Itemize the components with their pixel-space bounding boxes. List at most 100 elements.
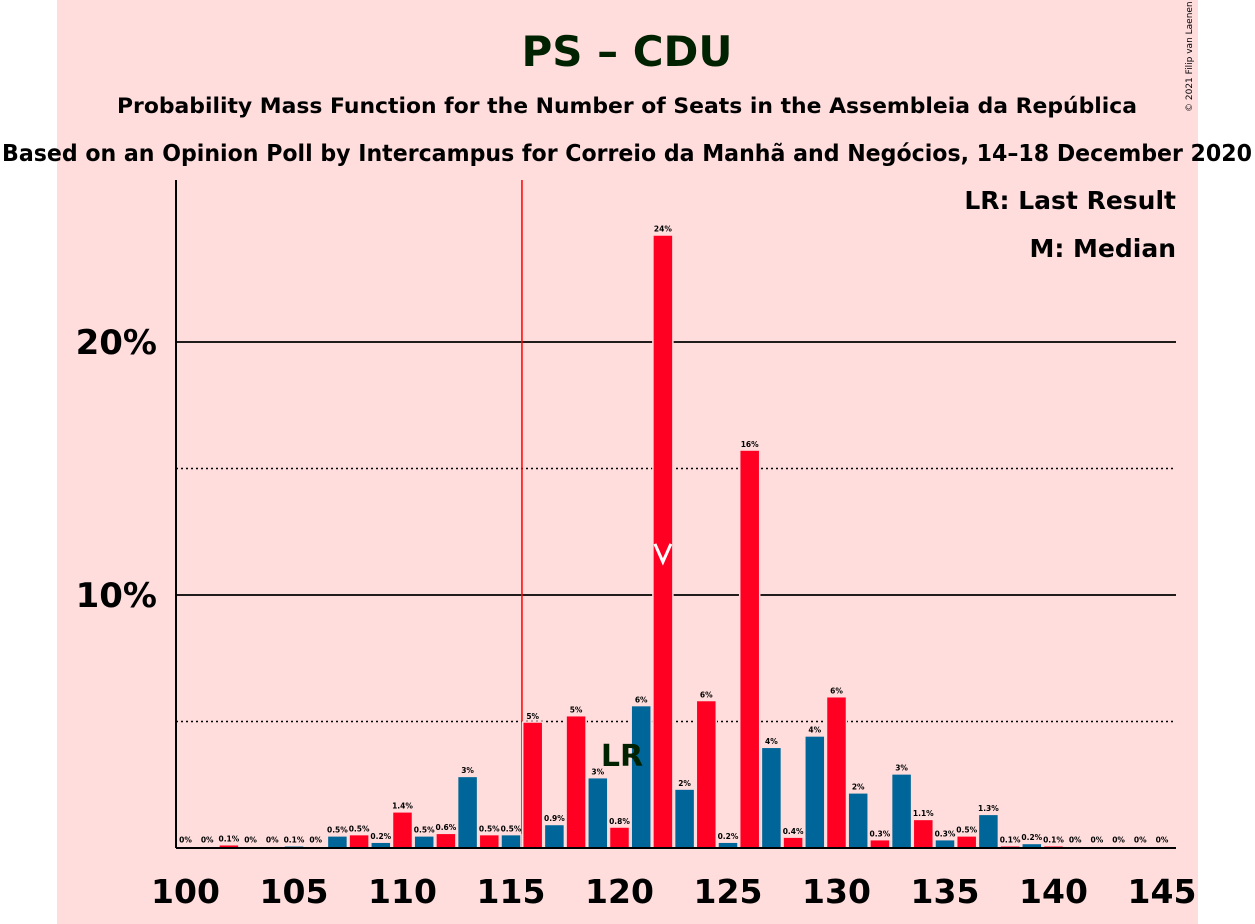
bar-value-label: 1.3% [978, 804, 999, 813]
legend-last-result: LR: Last Result [964, 186, 1176, 215]
bar-seat-119 [587, 776, 609, 850]
bar-value-label: 0% [244, 836, 257, 845]
x-tick-label: 110 [368, 872, 437, 911]
bar-value-label: 0.2% [1021, 833, 1042, 842]
bar-value-label: 0% [309, 836, 322, 845]
bar-seat-131 [847, 792, 869, 850]
median-marker [653, 543, 673, 566]
bar-value-label: 3% [895, 764, 908, 773]
bar-seat-108 [348, 833, 370, 850]
bar-seat-120 [608, 826, 631, 850]
bar-value-label: 0.1% [1000, 836, 1021, 845]
bar-value-label: 0.1% [218, 834, 239, 843]
bar-seat-122 [652, 234, 674, 850]
bar-seat-124 [695, 699, 718, 850]
bar-value-label: 2% [678, 779, 691, 788]
bar-seat-111 [413, 835, 435, 850]
chart-title: PS – CDU [521, 27, 732, 76]
chart-subtitle: Probability Mass Function for the Number… [117, 94, 1137, 118]
bar-value-label: 2% [852, 783, 865, 792]
bar-seat-113 [456, 775, 479, 850]
bar-seat-137 [977, 813, 1000, 850]
bar-seat-123 [673, 788, 696, 850]
bar-value-label: 0% [179, 836, 192, 845]
bar-seat-135 [934, 838, 956, 850]
bar-value-label: 6% [830, 686, 843, 695]
bar-value-label: 0.9% [544, 814, 565, 823]
x-tick-label: 140 [1019, 872, 1088, 911]
chart-source-line: Based on an Opinion Poll by Intercampus … [2, 141, 1252, 167]
bar-seat-134 [912, 818, 935, 850]
bar-value-label: 4% [765, 737, 778, 746]
bar-seat-127 [760, 746, 783, 850]
bar-seat-129 [804, 735, 826, 850]
bar-value-label: 5% [526, 712, 539, 721]
y-tick-label: 20% [76, 323, 157, 363]
bar-seat-132 [869, 838, 891, 850]
bar-value-label: 0% [1156, 836, 1169, 845]
bar-value-label: 0.2% [718, 832, 739, 841]
x-tick-label: 105 [260, 872, 329, 911]
axis-layer: 10% 20% 100 105 110 115 120 125 130 135 140 145 [76, 180, 1197, 911]
bar-value-label: 16% [741, 440, 759, 449]
chart-background [57, 0, 1198, 924]
bar-value-label: 0.5% [414, 826, 435, 835]
y-tick-label: 10% [76, 576, 157, 616]
bar-value-label: 0.5% [327, 826, 348, 835]
x-tick-label: 135 [911, 872, 980, 911]
bar-value-label: 0.2% [370, 832, 391, 841]
copyright-text: © 2021 Filip van Laenen [1185, 1, 1195, 112]
bar-seat-115 [500, 833, 522, 850]
bar-value-label: 5% [570, 705, 583, 714]
bar-value-label: 0% [1069, 836, 1082, 845]
bar-value-label: 0.4% [783, 827, 804, 836]
bar-value-label: 0.5% [349, 824, 370, 833]
bar-value-label: 0.1% [284, 836, 305, 845]
x-tick-label: 115 [477, 872, 546, 911]
bar-value-label: 0.3% [935, 829, 956, 838]
bar-value-label: 0.1% [1043, 836, 1064, 845]
bar-seat-116 [521, 721, 544, 850]
bar-value-label: 0.6% [435, 823, 456, 832]
bar-value-label: 0.5% [956, 826, 977, 835]
x-tick-label: 130 [802, 872, 871, 911]
bar-value-label: 0.8% [609, 817, 630, 826]
x-tick-label: 145 [1128, 872, 1197, 911]
bar-value-label: 6% [700, 690, 713, 699]
bar-seat-114 [478, 833, 501, 850]
grid-layer [176, 180, 1176, 848]
bar-value-label: 6% [635, 695, 648, 704]
bar-value-label: 4% [808, 726, 821, 735]
bar-seat-126 [738, 449, 761, 850]
bar-value-label: 3% [591, 767, 604, 776]
bar-value-label: 24% [654, 225, 672, 234]
labels-layer: 0% 0% 0.1% 0% 0% 0.1% 0%0.5% 0.5%0.2%1.4%0.5% 0.… [179, 225, 1169, 845]
bar-value-label: 0% [266, 836, 279, 845]
bar-seat-121 [630, 704, 652, 850]
bar-value-label: 0% [1091, 836, 1104, 845]
bar-seat-107 [326, 835, 349, 850]
bar-value-label: 0% [201, 836, 214, 845]
bar-value-label: 0.3% [869, 829, 890, 838]
x-tick-label: 120 [585, 872, 654, 911]
bar-value-label: 0% [1112, 836, 1125, 845]
bar-seat-128 [782, 836, 804, 850]
bar-seat-110 [391, 811, 414, 850]
bar-seat-133 [890, 773, 913, 850]
last-result-label: LR [601, 739, 643, 774]
bar-value-label: 1.1% [913, 809, 934, 818]
bar-seat-118 [565, 714, 587, 850]
bars-layer [218, 234, 1065, 850]
bar-value-label: 1.4% [392, 802, 413, 811]
legend-median: M: Median [1029, 234, 1176, 263]
x-tick-label: 100 [151, 872, 220, 911]
bar-seat-130 [825, 695, 848, 850]
bar-seat-136 [955, 835, 978, 850]
x-tick-label: 125 [694, 872, 763, 911]
bar-seat-112 [435, 832, 457, 850]
bar-value-label: 0.5% [479, 824, 500, 833]
bar-value-label: 3% [461, 766, 474, 775]
bar-seat-117 [543, 823, 566, 850]
bar-value-label: 0.5% [501, 824, 522, 833]
